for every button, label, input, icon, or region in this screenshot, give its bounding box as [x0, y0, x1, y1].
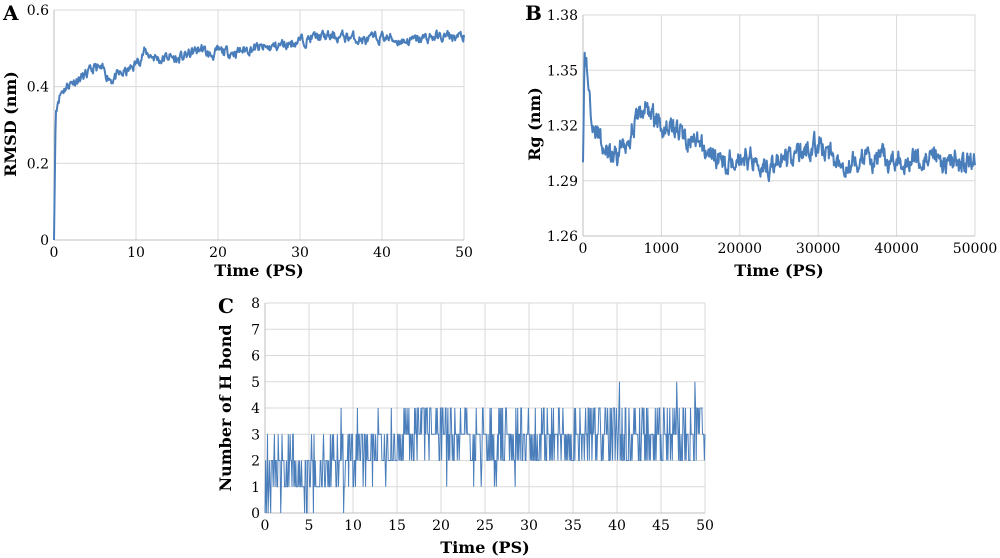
x-axis-title: Time (PS): [214, 261, 303, 280]
x-tick-label: 50000: [953, 241, 998, 257]
y-tick-label: 2: [251, 454, 260, 470]
panel-letter: C: [218, 294, 234, 318]
x-tick-label: 40: [608, 518, 626, 534]
x-tick-label: 30000: [796, 241, 841, 257]
y-axis-title: Rg (nm): [525, 87, 544, 161]
x-tick-label: 30: [291, 245, 309, 261]
y-tick-label: 1.38: [547, 8, 578, 24]
x-tick-label: 0: [261, 518, 270, 534]
y-tick-label: 1.32: [547, 119, 578, 135]
panel-letter: B: [525, 1, 542, 25]
x-tick-label: 20000: [718, 241, 763, 257]
x-tick-label: 25: [476, 518, 494, 534]
x-tick-label: 1000: [644, 241, 680, 257]
panel-b: 0 1000 20000 30000 40000 50000 1.26 1.29 1.32 1.3…: [525, 1, 997, 280]
figure: 0 10 20 30 40 5000.20.40.6Time (PS)RMSD (nm)A…: [0, 0, 1000, 558]
x-tick-label: 50: [455, 245, 473, 261]
x-tick-label: 50: [696, 518, 714, 534]
x-tick-label: 45: [652, 518, 670, 534]
y-axis-title: Number of H bond: [216, 324, 235, 491]
y-tick-label: 1: [251, 480, 260, 496]
y-tick-label: 1.35: [547, 63, 578, 79]
y-tick-label: 7: [251, 322, 260, 338]
x-tick-label: 5: [305, 518, 314, 534]
y-tick-label: 1.26: [547, 229, 578, 245]
x-tick-label: 35: [564, 518, 582, 534]
y-tick-label: 4: [251, 401, 260, 417]
x-axis-title: Time (PS): [440, 538, 529, 557]
x-tick-label: 30: [520, 518, 538, 534]
panel-a: 0 10 20 30 40 50 0 0.2 0.4 0.6 Time (PS) RMSD (nm) A: [1, 1, 473, 280]
x-tick-label: 20: [432, 518, 450, 534]
x-tick-label: 0: [50, 245, 59, 261]
y-tick-label: 8: [251, 296, 260, 312]
panel-letter: A: [2, 1, 19, 25]
y-tick-label: 0.2: [27, 156, 49, 172]
x-axis-title: Time (PS): [734, 261, 823, 280]
x-tick-label: 10: [127, 245, 145, 261]
y-tick-label: 6: [251, 349, 260, 365]
series-line: [583, 53, 975, 182]
x-tick-label: 40000: [874, 241, 919, 257]
x-tick-label: 20: [209, 245, 227, 261]
series-line: [54, 30, 464, 240]
y-tick-label: 5: [251, 375, 260, 391]
x-tick-label: 0: [579, 241, 588, 257]
y-tick-label: 0.6: [27, 3, 49, 19]
x-tick-label: 40: [373, 245, 391, 261]
y-tick-label: 1.29: [547, 174, 578, 190]
y-tick-label: 0: [251, 506, 260, 522]
y-tick-label: 3: [251, 427, 260, 443]
x-tick-label: 15: [388, 518, 406, 534]
y-axis-title: RMSD (nm): [1, 71, 20, 177]
x-tick-label: 10: [344, 518, 362, 534]
y-tick-label: 0.4: [27, 80, 49, 96]
y-tick-label: 0: [40, 233, 49, 249]
